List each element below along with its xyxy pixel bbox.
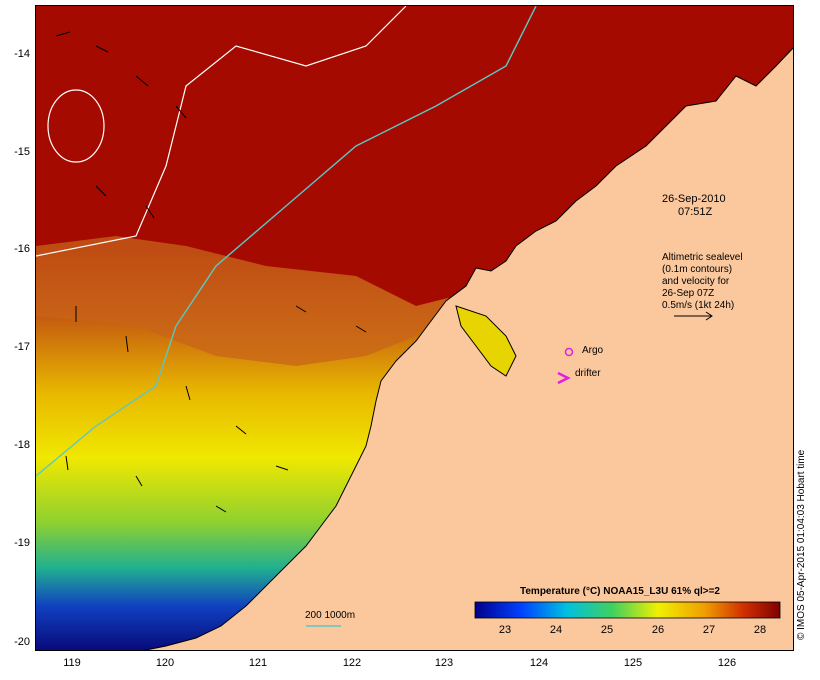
legend-tick: 27 xyxy=(702,624,716,636)
map-frame xyxy=(35,5,794,651)
y-tick-label: -14 xyxy=(14,48,30,60)
altimetry-line: and velocity for xyxy=(662,276,730,287)
legend-colorbar xyxy=(474,601,781,619)
y-tick-label: -17 xyxy=(14,341,30,353)
y-tick-label: -20 xyxy=(14,636,30,648)
contour-200m xyxy=(36,6,537,477)
y-tick-label: -16 xyxy=(14,243,30,255)
land-mass xyxy=(143,47,793,650)
depth-legend-label: 200 1000m xyxy=(305,610,356,621)
legend-title: Temperature (°C) NOAA15_L3U 61% ql>=2 xyxy=(520,586,720,597)
drifter-label: drifter xyxy=(575,368,601,379)
credit-text: © IMOS 05-Apr-2015 01:04:03 Hobart time xyxy=(796,449,807,640)
x-tick-label: 126 xyxy=(717,657,737,669)
argo-label: Argo xyxy=(582,345,604,356)
y-tick-label: -15 xyxy=(14,146,30,158)
y-tick-label: -19 xyxy=(14,537,30,549)
contour-eddy xyxy=(47,89,105,163)
legend-tick: 23 xyxy=(498,624,512,636)
drifter-marker xyxy=(557,371,571,385)
x-tick-label: 122 xyxy=(342,657,362,669)
legend-tick: 25 xyxy=(600,624,614,636)
altimetry-note: Altimetric sealevel (0.1m contours) and … xyxy=(662,252,743,312)
argo-marker xyxy=(564,347,574,357)
timestamp-date: 26-Sep-2010 xyxy=(662,193,726,205)
velocity-scale-arrowhead xyxy=(705,311,713,321)
contour-1000m xyxy=(36,6,407,257)
altimetry-line: (0.1m contours) xyxy=(662,264,733,275)
x-tick-label: 124 xyxy=(529,657,549,669)
timestamp-time: 07:51Z xyxy=(678,206,713,218)
x-tick-label: 125 xyxy=(623,657,643,669)
king-sound-inlet xyxy=(455,305,517,377)
x-tick-label: 119 xyxy=(63,657,81,669)
legend-tick: 26 xyxy=(651,624,665,636)
velocity-arrows xyxy=(55,31,367,513)
y-tick-label: -18 xyxy=(14,439,30,451)
x-tick-label: 120 xyxy=(155,657,175,669)
altimetry-line: 0.5m/s (1kt 24h) xyxy=(662,300,735,311)
sst-map xyxy=(36,6,793,650)
altimetry-line: Altimetric sealevel xyxy=(662,252,743,263)
legend-tick: 28 xyxy=(753,624,767,636)
legend-tick: 24 xyxy=(549,624,563,636)
transition-band xyxy=(36,236,456,366)
x-tick-label: 121 xyxy=(248,657,268,669)
x-tick-label: 123 xyxy=(434,657,454,669)
altimetry-line: 26-Sep 07Z xyxy=(662,288,715,299)
